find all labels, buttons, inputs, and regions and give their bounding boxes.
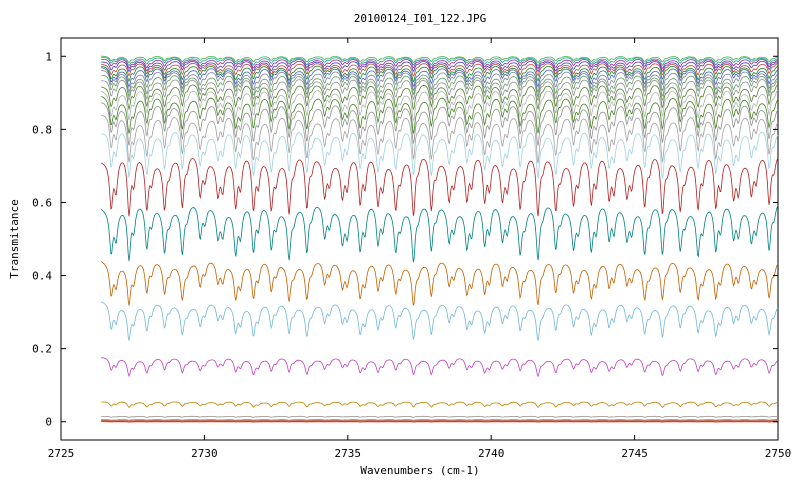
series-line [101,301,779,341]
series-line [101,56,779,67]
y-tick-label: 0.4 [32,270,52,283]
series-line [101,67,779,88]
chart-title: 20100124_I01_122.JPG [354,12,486,25]
x-tick-label: 2735 [335,447,362,460]
y-tick-label: 0.2 [32,343,52,356]
series-line [101,61,779,73]
series-line [101,419,778,421]
series-line [100,205,779,263]
x-tick-label: 2740 [478,447,505,460]
series-line [101,102,779,146]
y-tick-label: 0 [45,416,52,429]
y-tick-label: 0.6 [32,196,52,209]
series-line [101,70,779,93]
series-line [101,59,779,70]
series-line [101,357,779,378]
series-line [101,75,779,98]
series-line [101,84,779,111]
series-line [101,79,779,102]
series-line [101,55,779,64]
x-tick-label: 2725 [48,447,75,460]
x-tick-label: 2745 [621,447,648,460]
series-line [101,89,779,122]
series-line [101,65,779,83]
x-tick-label: 2750 [765,447,792,460]
series-line [101,419,778,422]
x-tick-label: 2730 [191,447,218,460]
series-line [101,62,779,77]
y-tick-label: 0.8 [32,123,52,136]
series-line [101,131,779,180]
series-line [101,95,779,135]
series-line [101,115,779,164]
series-layer [100,55,779,423]
y-tick-label: 1 [45,50,52,63]
series-line [100,261,779,306]
axis-layer: 2725 2730 2735 2740 2745 2750 0 0.2 0.4 0.6 0.8 1 [32,38,791,460]
series-line [101,401,779,408]
series-line [101,415,778,418]
x-axis-label: Wavenumbers (cm-1) [360,464,479,477]
series-line [101,158,779,217]
y-axis-label: Transmitance [8,199,21,278]
